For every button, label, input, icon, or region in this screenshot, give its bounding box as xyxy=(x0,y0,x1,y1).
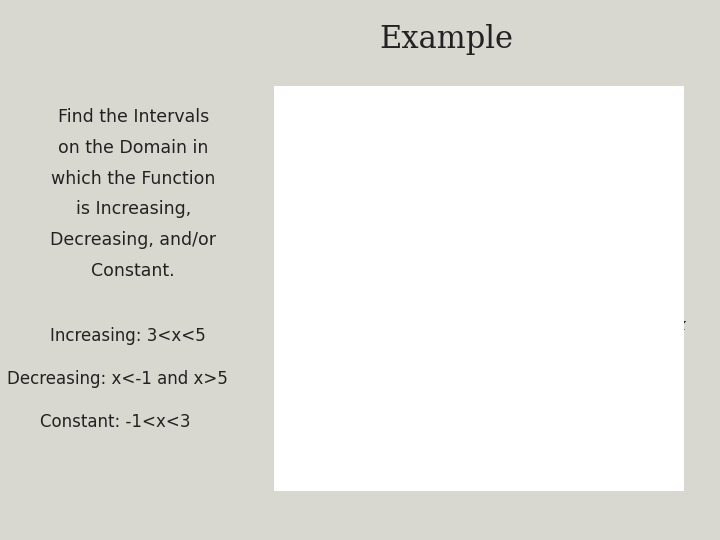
Text: 7: 7 xyxy=(652,319,660,332)
Text: Constant.: Constant. xyxy=(91,262,175,280)
Text: 4: 4 xyxy=(392,170,399,183)
Text: x: x xyxy=(676,318,685,333)
Text: Increasing: 3<x<5: Increasing: 3<x<5 xyxy=(50,327,206,345)
Text: (5, 2): (5, 2) xyxy=(603,230,638,242)
Text: 5: 5 xyxy=(581,319,589,332)
Text: Constant: -1<x<3: Constant: -1<x<3 xyxy=(40,413,190,431)
Text: 5: 5 xyxy=(392,138,399,151)
Text: -5: -5 xyxy=(387,459,399,472)
Text: -2: -2 xyxy=(387,363,399,376)
Text: 6: 6 xyxy=(616,319,624,332)
Text: Example: Example xyxy=(379,24,513,55)
Text: Decreasing, and/or: Decreasing, and/or xyxy=(50,231,216,249)
Text: which the Function: which the Function xyxy=(51,170,215,187)
Text: 2: 2 xyxy=(392,234,399,247)
Text: 1: 1 xyxy=(392,266,399,279)
Text: -3: -3 xyxy=(296,319,307,332)
Text: y: y xyxy=(415,90,424,105)
Text: -3: -3 xyxy=(387,395,399,408)
Text: 3: 3 xyxy=(510,319,518,332)
Text: -1: -1 xyxy=(387,330,399,343)
Text: (-1, -2): (-1, -2) xyxy=(317,377,361,390)
Text: -1: -1 xyxy=(366,319,379,332)
Text: Decreasing: x<-1 and x>5: Decreasing: x<-1 and x>5 xyxy=(7,370,228,388)
Text: 2: 2 xyxy=(475,319,482,332)
Text: -4: -4 xyxy=(387,427,399,440)
Text: 4: 4 xyxy=(546,319,553,332)
Text: is Increasing,: is Increasing, xyxy=(76,200,191,218)
Text: Find the Intervals: Find the Intervals xyxy=(58,108,209,126)
Text: (3, -2): (3, -2) xyxy=(524,366,564,379)
Text: 3: 3 xyxy=(392,202,399,215)
Text: on the Domain in: on the Domain in xyxy=(58,139,208,157)
Text: 1: 1 xyxy=(440,319,447,332)
